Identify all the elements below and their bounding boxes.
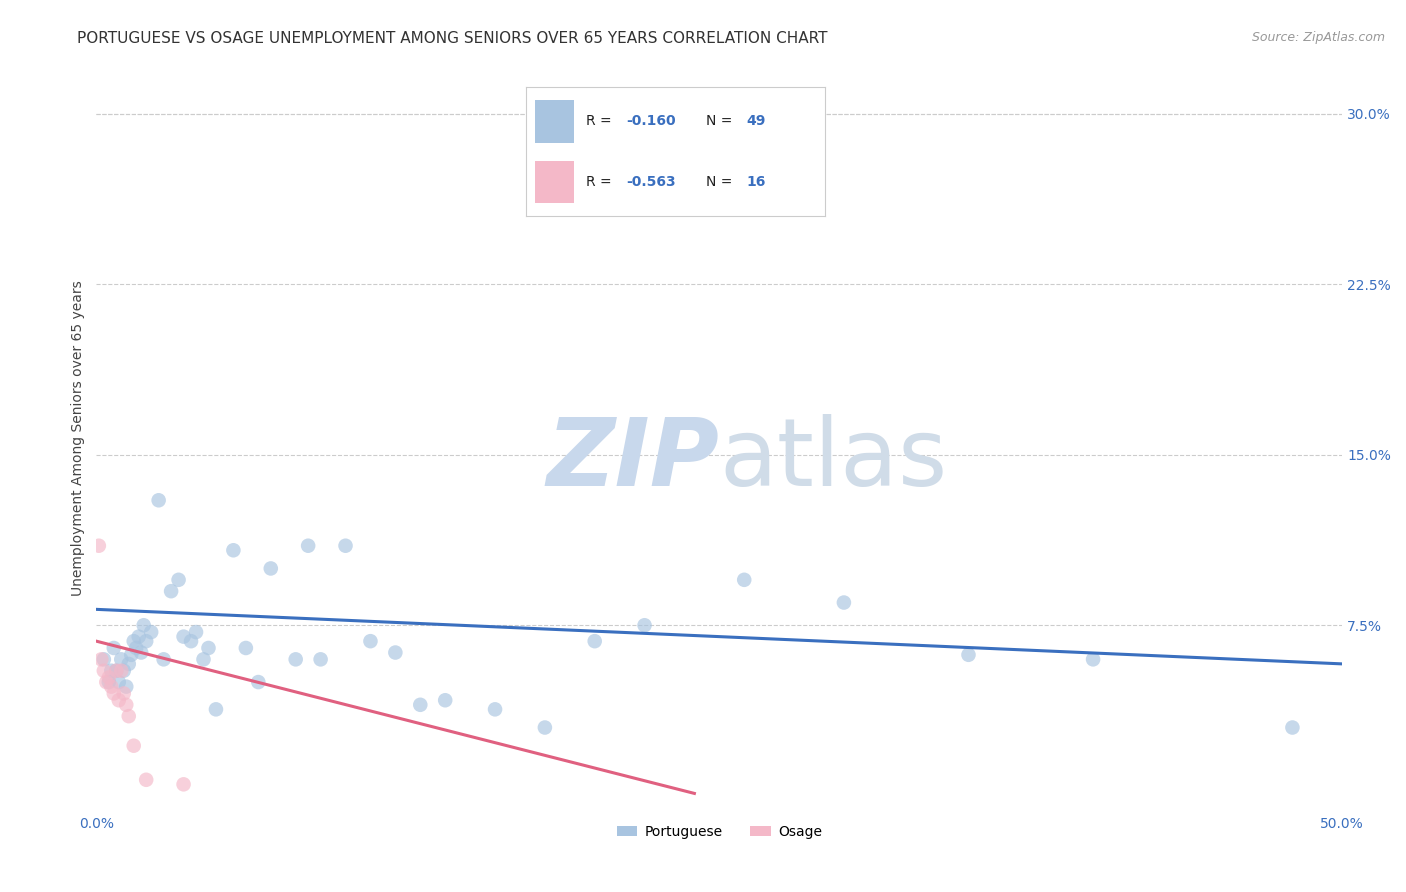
Point <box>832 595 855 609</box>
Point <box>135 772 157 787</box>
Point <box>118 657 141 671</box>
Point <box>120 648 142 662</box>
Point <box>309 652 332 666</box>
Point <box>132 618 155 632</box>
Point <box>297 539 319 553</box>
Point <box>583 634 606 648</box>
Point <box>359 634 381 648</box>
Point <box>335 539 357 553</box>
Text: atlas: atlas <box>720 414 948 506</box>
Point <box>197 640 219 655</box>
Point <box>118 709 141 723</box>
Y-axis label: Unemployment Among Seniors over 65 years: Unemployment Among Seniors over 65 years <box>72 280 86 596</box>
Point <box>125 640 148 655</box>
Point <box>135 634 157 648</box>
Point <box>97 671 120 685</box>
Text: PORTUGUESE VS OSAGE UNEMPLOYMENT AMONG SENIORS OVER 65 YEARS CORRELATION CHART: PORTUGUESE VS OSAGE UNEMPLOYMENT AMONG S… <box>77 31 828 46</box>
Point <box>148 493 170 508</box>
Point <box>115 680 138 694</box>
Point <box>222 543 245 558</box>
Point <box>128 630 150 644</box>
Point <box>160 584 183 599</box>
Point <box>110 652 132 666</box>
Point <box>103 686 125 700</box>
Point <box>173 777 195 791</box>
Point <box>105 664 128 678</box>
Point <box>100 664 122 678</box>
Point <box>112 664 135 678</box>
Point <box>103 640 125 655</box>
Point <box>247 675 270 690</box>
Point <box>284 652 307 666</box>
Point <box>115 698 138 712</box>
Point <box>733 573 755 587</box>
Point <box>105 664 128 678</box>
Point <box>93 652 115 666</box>
Point <box>484 702 506 716</box>
Point <box>112 686 135 700</box>
Point <box>180 634 202 648</box>
Point <box>107 693 129 707</box>
Point <box>122 634 145 648</box>
Point <box>384 646 406 660</box>
Point <box>173 630 195 644</box>
Point <box>1281 721 1303 735</box>
Point <box>87 539 110 553</box>
Point <box>97 675 120 690</box>
Point <box>205 702 228 716</box>
Point <box>90 652 112 666</box>
Point <box>110 664 132 678</box>
Point <box>129 646 152 660</box>
Point <box>534 721 557 735</box>
Point <box>957 648 980 662</box>
Point <box>107 675 129 690</box>
Point <box>434 693 457 707</box>
Point <box>152 652 174 666</box>
Point <box>122 739 145 753</box>
Text: Source: ZipAtlas.com: Source: ZipAtlas.com <box>1251 31 1385 45</box>
Point <box>1081 652 1104 666</box>
Point <box>167 573 190 587</box>
Legend: Portuguese, Osage: Portuguese, Osage <box>612 820 828 845</box>
Point <box>235 640 257 655</box>
Point <box>184 625 207 640</box>
Point <box>96 675 118 690</box>
Point <box>93 664 115 678</box>
Point <box>141 625 163 640</box>
Point <box>193 652 215 666</box>
Text: ZIP: ZIP <box>547 414 720 506</box>
Point <box>100 680 122 694</box>
Point <box>633 618 655 632</box>
Point <box>260 561 283 575</box>
Point <box>409 698 432 712</box>
